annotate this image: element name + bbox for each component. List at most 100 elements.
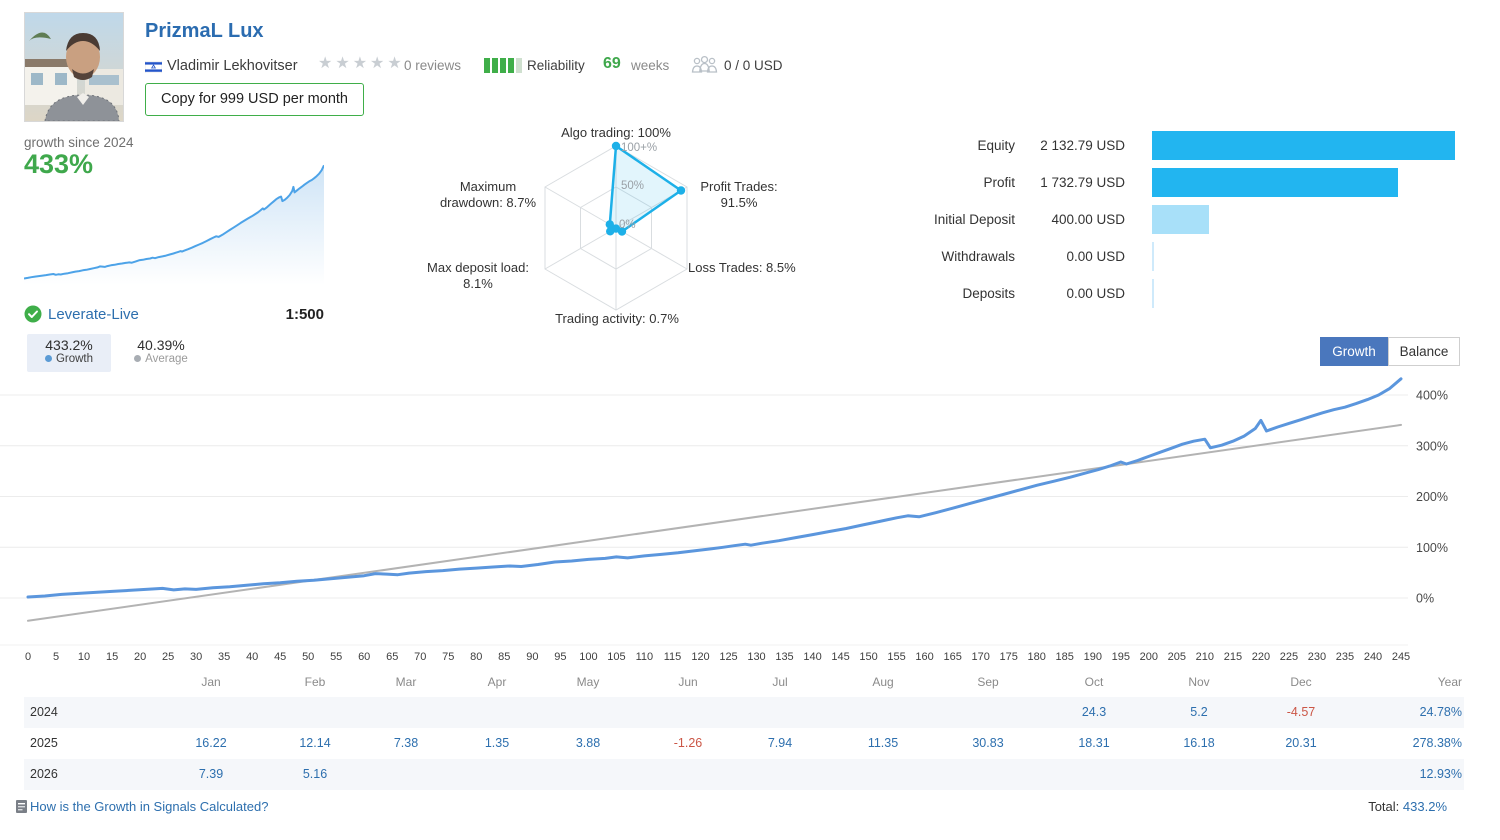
row-year-label: 2025 — [30, 736, 58, 750]
x-tick-label: 45 — [274, 651, 287, 663]
table-row: 2025 16.22 12.14 7.38 1.35 3.88 -1.26 7.94 11.35… — [24, 728, 1464, 759]
book-icon — [16, 800, 27, 816]
average-tab-value: 40.39% — [137, 337, 185, 353]
growth-calculation-link[interactable]: How is the Growth in Signals Calculated? — [16, 799, 268, 814]
monthly-growth-value: 7.38 — [393, 736, 419, 750]
weeks-label: weeks — [631, 58, 670, 73]
x-tick-label: 215 — [1223, 651, 1243, 663]
x-tick-label: 160 — [915, 651, 934, 663]
x-tick-label: 185 — [1055, 651, 1074, 663]
monthly-growth-value: 5.2 — [1190, 705, 1208, 719]
x-tick-label: 40 — [246, 651, 259, 663]
subscribers-icon — [691, 55, 718, 80]
year-total-value: 24.78% — [1419, 705, 1462, 719]
summary-value: 2 132.79 USD — [1040, 138, 1125, 153]
radar-axis-label: Maximum drawdown: 8.7% — [439, 179, 537, 210]
monthly-growth-value: 20.31 — [1285, 736, 1317, 750]
x-tick-label: 5 — [52, 651, 60, 663]
x-tick-label: 0 — [24, 651, 32, 663]
growth-tab-label: Growth — [55, 353, 94, 365]
monthly-growth-value: 18.31 — [1078, 736, 1110, 750]
x-tick-label: 90 — [526, 651, 539, 663]
x-tick-label: 135 — [775, 651, 794, 663]
row-year-label: 2024 — [30, 705, 58, 719]
summary-label: Deposits — [962, 286, 1015, 301]
x-tick-label: 180 — [1027, 651, 1046, 663]
radar-ring-label-100: 100+% — [621, 142, 658, 154]
summary-row: Profit 1 732.79 USD — [900, 168, 1460, 197]
month-label: Apr — [487, 675, 507, 689]
tab-growth-metric[interactable]: 433.2% Growth — [27, 334, 111, 372]
y-axis-label: 100% — [1416, 541, 1448, 555]
summary-row: Initial Deposit 400.00 USD — [900, 205, 1460, 234]
summary-row: Equity 2 132.79 USD — [900, 131, 1460, 160]
x-tick-label: 170 — [971, 651, 990, 663]
summary-value: 0.00 USD — [1066, 286, 1125, 301]
x-tick-label: 55 — [330, 651, 343, 663]
table-row: 2026 7.39 5.16 12.93% — [24, 759, 1464, 790]
subscribers-count: 0 / 0 USD — [724, 58, 783, 73]
monthly-growth-value: -4.57 — [1286, 705, 1316, 719]
radar-axis-label: Loss Trades: 8.5% — [688, 260, 796, 275]
x-tick-label: 130 — [747, 651, 766, 663]
month-label: Mar — [395, 675, 417, 689]
x-tick-label: 210 — [1195, 651, 1214, 663]
x-tick-label: 30 — [189, 651, 203, 663]
summary-row: Deposits 0.00 USD — [900, 279, 1460, 308]
month-label: Jul — [772, 675, 788, 689]
reviews-link[interactable]: 0 reviews — [404, 58, 462, 73]
summary-bar — [1152, 205, 1209, 234]
x-tick-label: 155 — [887, 651, 906, 663]
copy-signal-button[interactable]: Copy for 999 USD per month — [145, 83, 364, 116]
summary-label: Withdrawals — [941, 249, 1015, 264]
growth-main-chart[interactable]: 0% 100% 200% 300% 400% — [0, 375, 1470, 648]
x-tick-label: 100 — [579, 651, 598, 663]
month-label: Jun — [678, 675, 698, 689]
total-value: 433.2% — [1402, 799, 1447, 814]
x-axis-ticks: 0 5 10 15 20 25 30 35 40 45 50 55 60 65 70 75 80 85 90 95 10… — [0, 651, 1470, 665]
x-tick-label: 240 — [1363, 651, 1383, 663]
growth-tab-value: 433.2% — [45, 337, 93, 353]
monthly-growth-value: 12.14 — [299, 736, 331, 750]
monthly-growth-value: 24.3 — [1081, 705, 1107, 719]
rating-stars: ★★★★★ — [318, 55, 405, 72]
monthly-growth-value: 7.39 — [198, 767, 224, 781]
profile-photo — [24, 12, 124, 122]
author-link[interactable]: Vladimir Lekhovitser — [167, 58, 298, 74]
x-tick-label: 165 — [943, 651, 962, 663]
month-label: Oct — [1084, 675, 1104, 689]
x-tick-label: 235 — [1335, 651, 1355, 663]
row-year-label: 2026 — [30, 767, 58, 781]
balance-mode-button[interactable]: Balance — [1388, 337, 1460, 366]
x-tick-label: 15 — [105, 651, 119, 663]
account-summary: Equity 2 132.79 USD Profit 1 732.79 USD Init… — [900, 128, 1460, 323]
x-tick-label: 35 — [217, 651, 231, 663]
tab-average-metric[interactable]: 40.39% Average — [119, 334, 203, 372]
x-tick-label: 145 — [831, 651, 850, 663]
growth-mode-button[interactable]: Growth — [1320, 337, 1388, 366]
summary-label: Initial Deposit — [933, 212, 1015, 227]
x-tick-label: 85 — [498, 651, 511, 663]
y-axis-label: 300% — [1416, 439, 1448, 453]
month-label: Feb — [304, 675, 326, 689]
x-tick-label: 65 — [386, 651, 399, 663]
x-tick-label: 220 — [1251, 651, 1271, 663]
x-tick-label: 140 — [803, 651, 822, 663]
y-axis-label: 200% — [1416, 490, 1448, 504]
x-tick-label: 175 — [999, 651, 1018, 663]
month-label: Aug — [872, 675, 894, 689]
y-axis-label: 400% — [1416, 389, 1448, 403]
x-tick-label: 95 — [554, 651, 567, 663]
growth-sparkline-chart — [24, 164, 324, 285]
radar-axis-label: Algo trading: 100% — [561, 125, 671, 140]
monthly-growth-value: 7.94 — [767, 736, 793, 750]
x-tick-label: 70 — [414, 651, 427, 663]
average-tab-label: Average — [145, 353, 188, 365]
radar-axis-label: Profit Trades: 91.5% — [700, 179, 778, 210]
month-label: Nov — [1188, 675, 1210, 689]
x-tick-label: 120 — [691, 651, 710, 663]
account-name-link[interactable]: Leverate-Live — [48, 306, 139, 323]
x-tick-label: 60 — [358, 651, 371, 663]
radar-axis-label: Max deposit load: 8.1% — [427, 260, 529, 291]
